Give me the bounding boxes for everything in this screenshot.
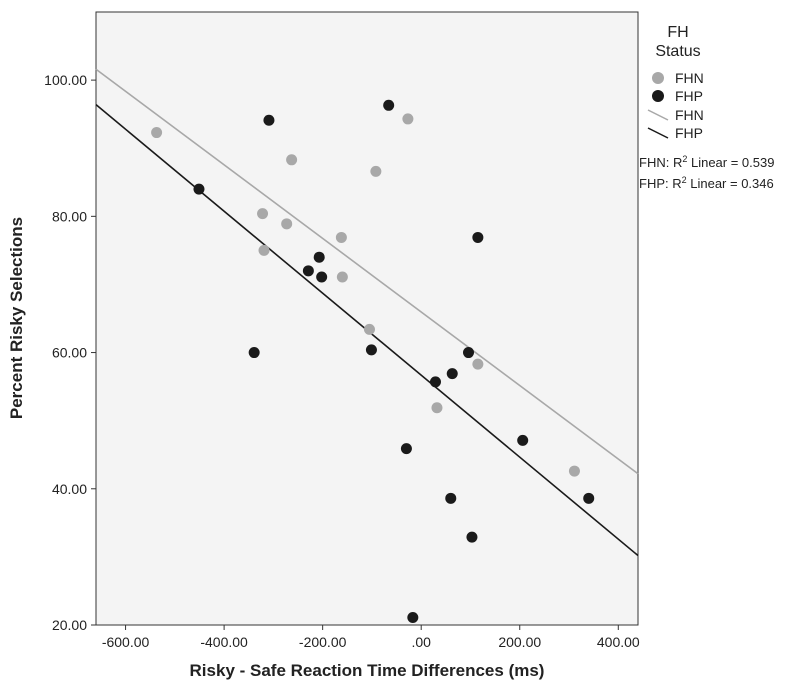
point-fhn-0 <box>151 127 163 139</box>
legend-marker-fhn <box>652 72 664 84</box>
legend-line-fhn <box>647 109 669 121</box>
point-fhn-1 <box>402 113 414 125</box>
point-fhp-15 <box>583 492 595 504</box>
point-fhn-8 <box>336 271 348 283</box>
point-fhp-0 <box>263 114 275 126</box>
point-fhp-4 <box>313 251 325 263</box>
point-fhn-6 <box>335 231 347 243</box>
y-axis-title: Percent Risky Selections <box>7 217 26 419</box>
point-fhn-12 <box>568 465 580 477</box>
point-fhp-11 <box>429 376 441 388</box>
point-fhp-12 <box>517 434 529 446</box>
point-fhn-11 <box>431 402 443 414</box>
point-fhp-17 <box>407 612 419 624</box>
x-tick-label: -200.00 <box>299 634 347 650</box>
point-fhn-10 <box>472 358 484 370</box>
data-points <box>151 99 595 624</box>
legend-label-fhn-marker: FHN <box>675 70 704 86</box>
point-fhp-2 <box>193 183 205 195</box>
point-fhp-13 <box>400 443 412 455</box>
point-fhp-7 <box>248 347 260 359</box>
x-tick-label: 200.00 <box>498 634 541 650</box>
legend-title-line1: FH <box>667 24 688 41</box>
legend: FH Status FHN FHP FHN FHP <box>647 24 704 141</box>
point-fhp-16 <box>466 531 478 543</box>
point-fhp-10 <box>446 368 458 380</box>
point-fhn-4 <box>257 208 269 220</box>
legend-line-fhp <box>647 127 669 139</box>
r2-label-fhp: FHP: R2 Linear = 0.346 <box>639 175 774 191</box>
y-axis-ticks: 20.00 40.00 60.00 80.00 100.00 <box>44 72 96 633</box>
x-tick-label: .00 <box>411 634 431 650</box>
legend-marker-fhp <box>652 90 664 102</box>
point-fhn-2 <box>286 154 298 166</box>
point-fhp-8 <box>365 344 377 356</box>
y-tick-label: 80.00 <box>52 208 87 224</box>
point-fhp-14 <box>445 492 457 504</box>
x-axis-title: Risky - Safe Reaction Time Differences (… <box>190 661 545 680</box>
fit-line-fhn <box>95 68 639 475</box>
point-fhp-9 <box>463 347 475 359</box>
point-fhp-3 <box>472 231 484 243</box>
point-fhn-9 <box>363 323 375 335</box>
point-fhn-7 <box>258 244 270 256</box>
y-tick-label: 20.00 <box>52 617 87 633</box>
x-tick-label: -400.00 <box>200 634 248 650</box>
legend-label-fhp-line: FHP <box>675 125 703 141</box>
point-fhp-5 <box>302 265 314 277</box>
plot-area <box>95 11 639 626</box>
point-fhp-6 <box>316 271 328 283</box>
x-tick-label: 400.00 <box>597 634 640 650</box>
y-tick-label: 40.00 <box>52 481 87 497</box>
point-fhn-5 <box>281 218 293 230</box>
point-fhp-1 <box>383 99 395 111</box>
legend-label-fhp-marker: FHP <box>675 88 703 104</box>
point-fhn-3 <box>370 165 382 177</box>
y-tick-label: 60.00 <box>52 345 87 361</box>
legend-title-line2: Status <box>655 43 700 60</box>
legend-label-fhn-line: FHN <box>675 107 704 123</box>
y-tick-label: 100.00 <box>44 72 87 88</box>
r2-label-fhn: FHN: R2 Linear = 0.539 <box>639 154 774 170</box>
x-tick-label: -600.00 <box>102 634 150 650</box>
x-axis-ticks: -600.00 -400.00 -200.00 .00 200.00 400.00 <box>102 625 640 650</box>
